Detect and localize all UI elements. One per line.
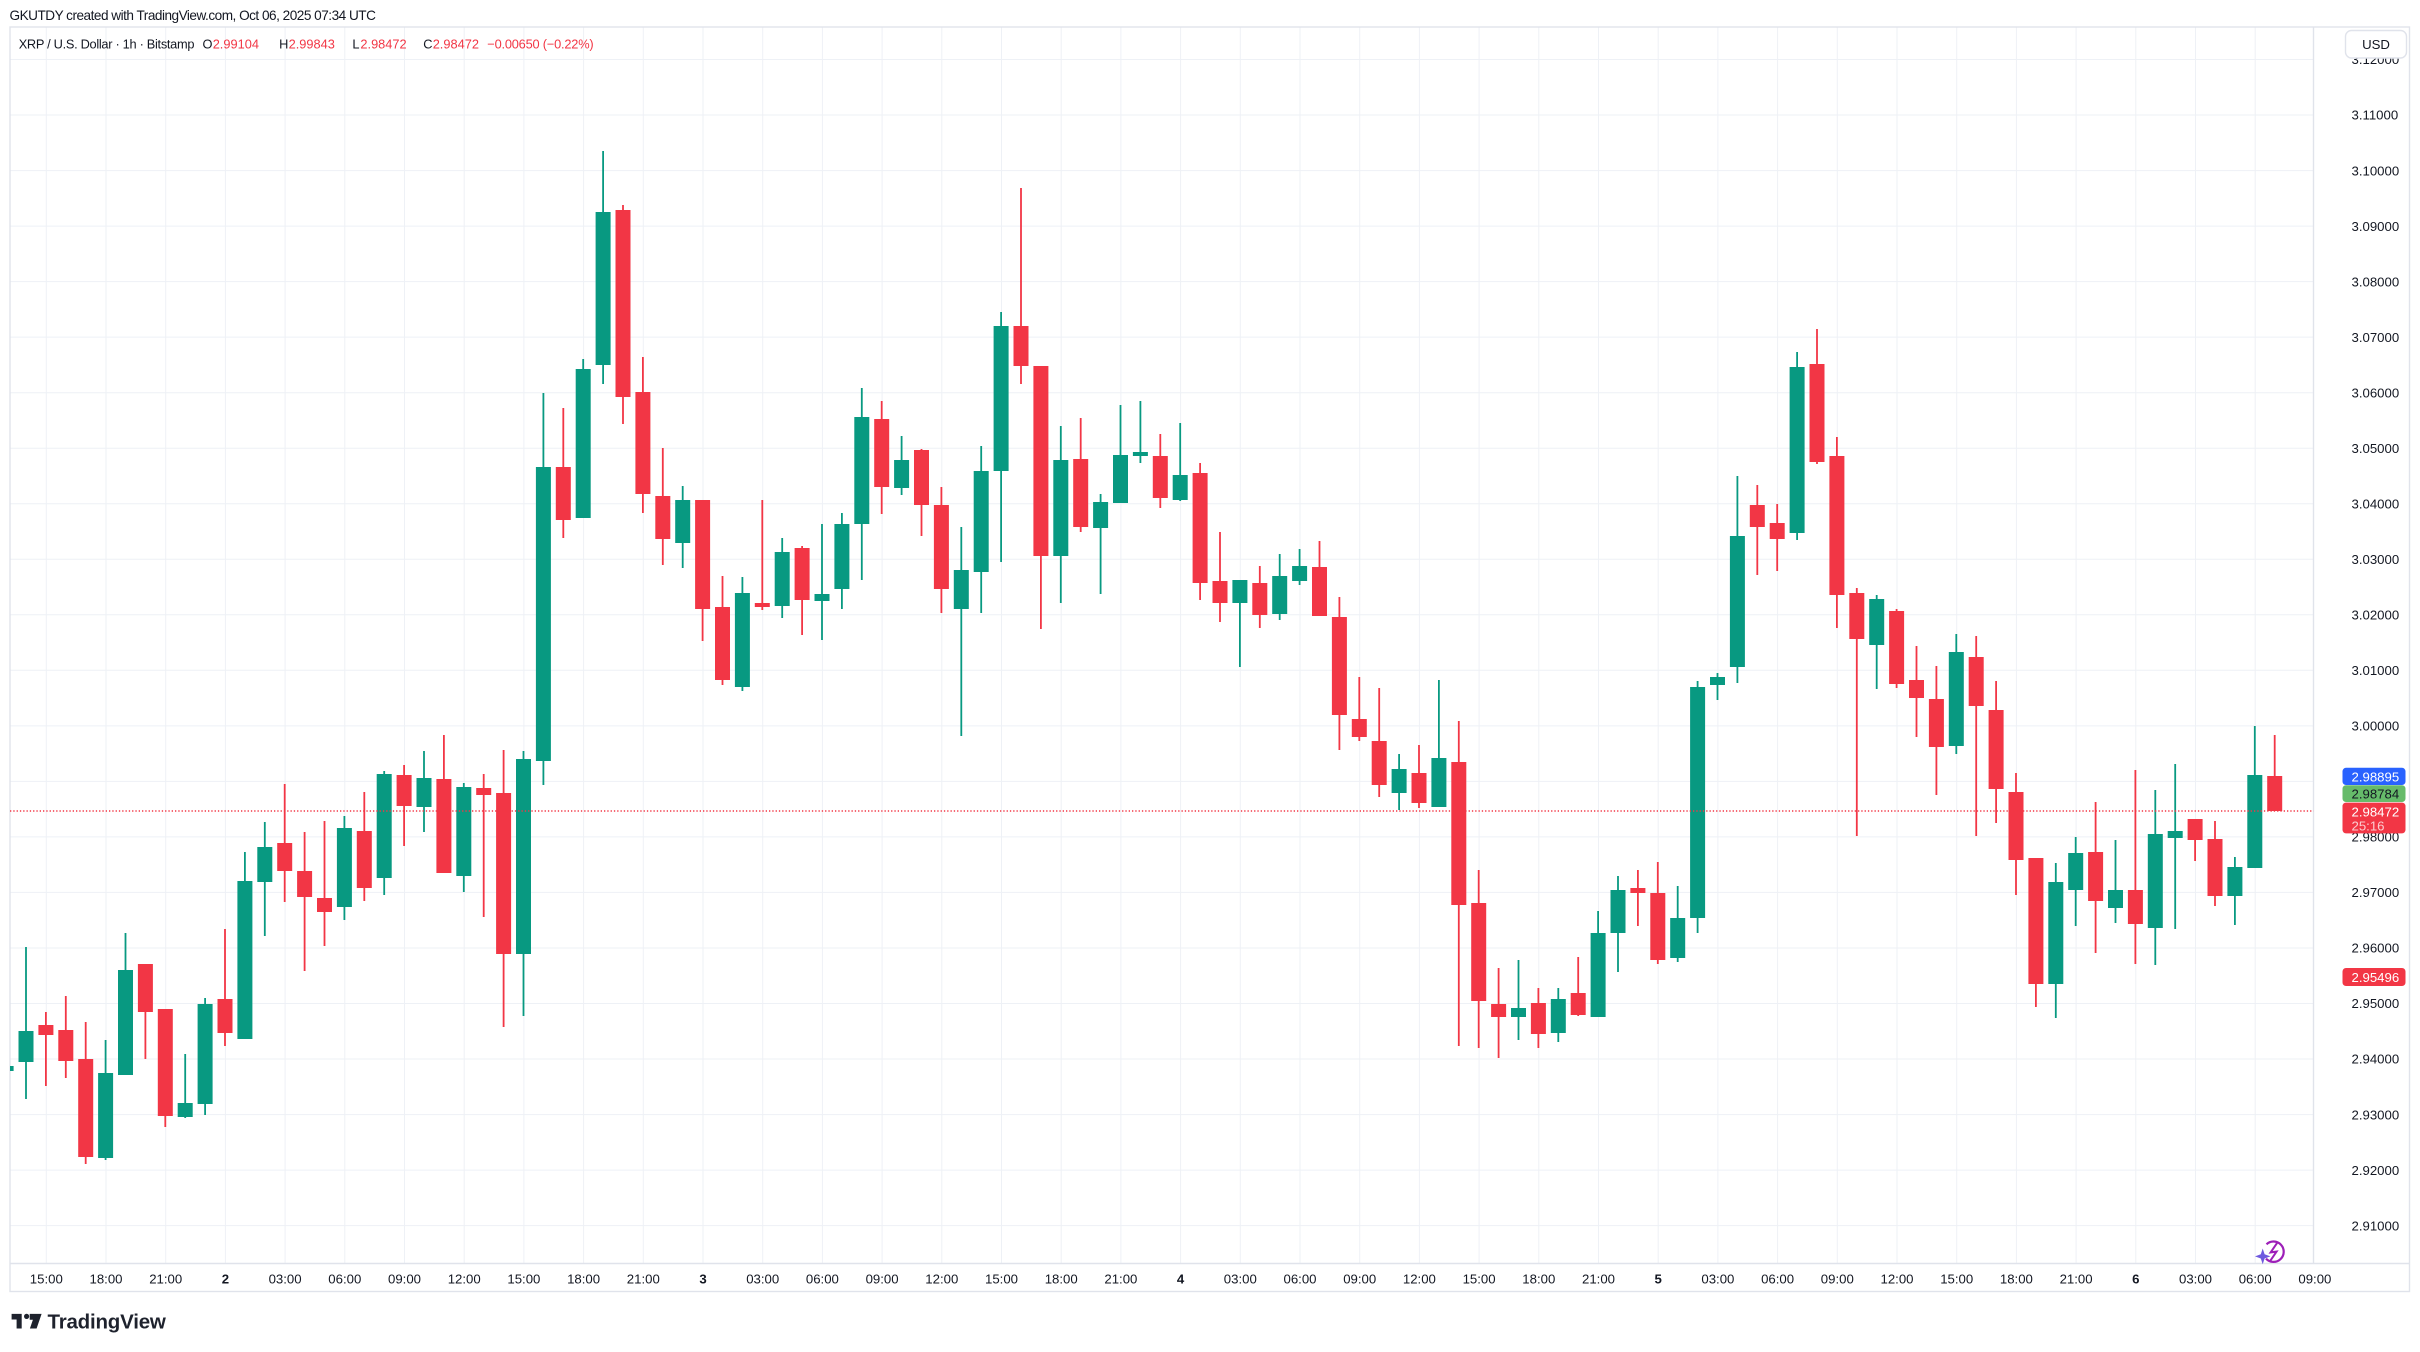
svg-text:06:00: 06:00 xyxy=(1283,1271,1316,1286)
svg-text:2.93000: 2.93000 xyxy=(2352,1107,2400,1122)
svg-text:3.11000: 3.11000 xyxy=(2352,108,2399,123)
svg-text:2.99843: 2.99843 xyxy=(289,37,335,52)
svg-text:06:00: 06:00 xyxy=(806,1271,839,1286)
svg-text:C: C xyxy=(423,37,432,52)
svg-text:2.95000: 2.95000 xyxy=(2352,996,2400,1011)
svg-text:25:16: 25:16 xyxy=(2352,819,2385,834)
svg-text:09:00: 09:00 xyxy=(1821,1271,1854,1286)
svg-text:5: 5 xyxy=(1655,1271,1662,1286)
svg-text:3: 3 xyxy=(699,1271,706,1286)
svg-text:3.01000: 3.01000 xyxy=(2352,663,2400,678)
svg-text:3.08000: 3.08000 xyxy=(2352,274,2400,289)
svg-text:2.97000: 2.97000 xyxy=(2352,885,2400,900)
svg-text:03:00: 03:00 xyxy=(2179,1271,2212,1286)
svg-text:3.09000: 3.09000 xyxy=(2352,219,2400,234)
svg-text:3.04000: 3.04000 xyxy=(2352,496,2400,511)
svg-text:2.98784: 2.98784 xyxy=(2352,786,2400,801)
svg-text:03:00: 03:00 xyxy=(746,1271,779,1286)
svg-text:2.91000: 2.91000 xyxy=(2352,1218,2400,1233)
svg-text:12:00: 12:00 xyxy=(1403,1271,1436,1286)
svg-text:18:00: 18:00 xyxy=(1522,1271,1555,1286)
svg-text:18:00: 18:00 xyxy=(1045,1271,1078,1286)
svg-text:2.92000: 2.92000 xyxy=(2352,1163,2400,1178)
svg-text:2: 2 xyxy=(222,1271,229,1286)
svg-text:TradingView: TradingView xyxy=(48,1311,166,1334)
svg-text:2.98472: 2.98472 xyxy=(360,37,406,52)
svg-text:2.98472: 2.98472 xyxy=(2352,805,2400,820)
svg-text:12:00: 12:00 xyxy=(925,1271,958,1286)
svg-text:2.95496: 2.95496 xyxy=(2352,970,2400,985)
svg-text:03:00: 03:00 xyxy=(1701,1271,1734,1286)
svg-text:06:00: 06:00 xyxy=(1761,1271,1794,1286)
svg-text:3.02000: 3.02000 xyxy=(2352,608,2400,623)
svg-text:06:00: 06:00 xyxy=(2239,1271,2272,1286)
svg-text:18:00: 18:00 xyxy=(567,1271,600,1286)
svg-text:03:00: 03:00 xyxy=(269,1271,302,1286)
svg-text:3.05000: 3.05000 xyxy=(2352,441,2400,456)
svg-text:USD: USD xyxy=(2362,37,2390,52)
svg-text:21:00: 21:00 xyxy=(1104,1271,1137,1286)
svg-text:3.03000: 3.03000 xyxy=(2352,552,2400,567)
svg-text:03:00: 03:00 xyxy=(1224,1271,1257,1286)
svg-text:2.94000: 2.94000 xyxy=(2352,1052,2400,1067)
svg-text:3.00000: 3.00000 xyxy=(2352,719,2400,734)
svg-text:09:00: 09:00 xyxy=(866,1271,899,1286)
svg-text:18:00: 18:00 xyxy=(89,1271,122,1286)
svg-text:15:00: 15:00 xyxy=(1940,1271,1973,1286)
svg-text:−0.00650 (−0.22%): −0.00650 (−0.22%) xyxy=(487,37,593,52)
svg-text:GKUTDY created with TradingVie: GKUTDY created with TradingView.com, Oct… xyxy=(10,8,377,23)
svg-text:2.96000: 2.96000 xyxy=(2352,941,2400,956)
svg-text:2.98895: 2.98895 xyxy=(2352,769,2400,784)
svg-text:4: 4 xyxy=(1177,1271,1185,1286)
svg-text:21:00: 21:00 xyxy=(627,1271,660,1286)
svg-text:18:00: 18:00 xyxy=(2000,1271,2033,1286)
svg-text:15:00: 15:00 xyxy=(507,1271,540,1286)
svg-text:6: 6 xyxy=(2132,1271,2139,1286)
svg-text:09:00: 09:00 xyxy=(388,1271,421,1286)
svg-text:12:00: 12:00 xyxy=(448,1271,481,1286)
svg-text:2.99104: 2.99104 xyxy=(213,37,259,52)
svg-text:21:00: 21:00 xyxy=(1582,1271,1615,1286)
svg-text:15:00: 15:00 xyxy=(985,1271,1018,1286)
svg-text:L: L xyxy=(352,37,359,52)
svg-text:15:00: 15:00 xyxy=(1463,1271,1496,1286)
svg-text:3.10000: 3.10000 xyxy=(2352,163,2400,178)
svg-text:3.07000: 3.07000 xyxy=(2352,330,2400,345)
svg-text:O: O xyxy=(203,37,213,52)
svg-text:21:00: 21:00 xyxy=(2060,1271,2093,1286)
svg-text:15:00: 15:00 xyxy=(30,1271,63,1286)
svg-text:06:00: 06:00 xyxy=(328,1271,361,1286)
svg-text:H: H xyxy=(279,37,288,52)
svg-text:12:00: 12:00 xyxy=(1880,1271,1913,1286)
svg-text:21:00: 21:00 xyxy=(149,1271,182,1286)
svg-text:09:00: 09:00 xyxy=(2298,1271,2331,1286)
svg-text:3.06000: 3.06000 xyxy=(2352,385,2400,400)
svg-text:09:00: 09:00 xyxy=(1343,1271,1376,1286)
svg-text:XRP / U.S. Dollar · 1h · Bitst: XRP / U.S. Dollar · 1h · Bitstamp xyxy=(19,37,195,52)
svg-text:2.98472: 2.98472 xyxy=(433,37,479,52)
